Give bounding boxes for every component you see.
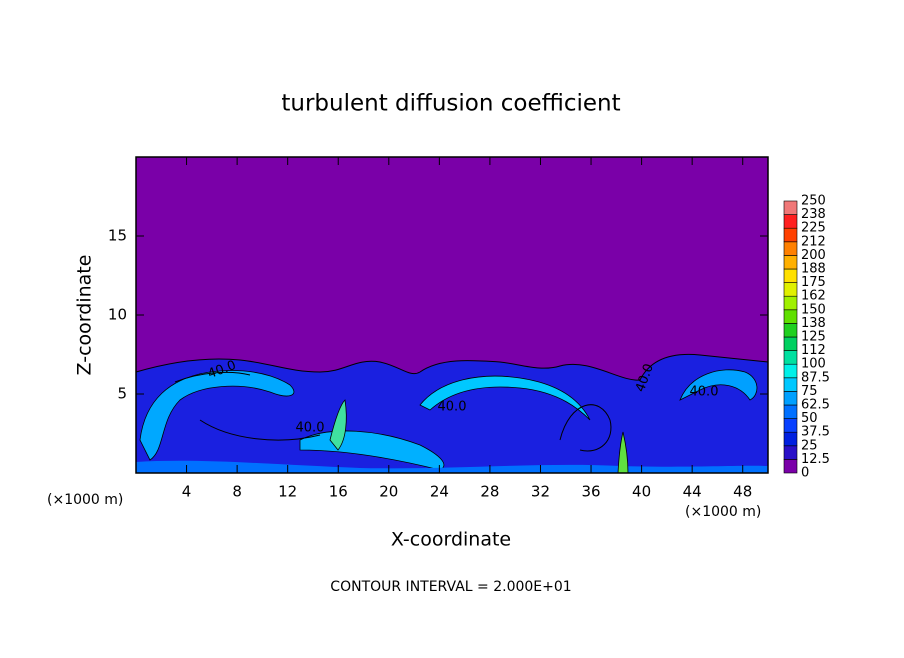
colorbar-label: 150 bbox=[801, 302, 826, 317]
colorbar-label: 200 bbox=[801, 248, 826, 263]
field-region bbox=[136, 460, 768, 473]
y-tick-label: 15 bbox=[108, 227, 127, 245]
colorbar-label: 100 bbox=[801, 357, 826, 372]
field-region bbox=[617, 431, 629, 474]
footer-note: CONTOUR INTERVAL = 2.000E+01 bbox=[330, 579, 571, 595]
colorbar-box bbox=[783, 404, 798, 419]
x-tick-label: 48 bbox=[733, 483, 752, 501]
x-unit-label: (×1000 m) bbox=[47, 492, 123, 508]
colorbar-box bbox=[783, 282, 798, 297]
colorbar-box bbox=[783, 268, 798, 283]
colorbar-box bbox=[783, 350, 798, 365]
colorbar-box bbox=[783, 377, 798, 392]
colorbar-box bbox=[783, 418, 798, 433]
contour-line bbox=[174, 371, 251, 383]
x-tick-label: 8 bbox=[232, 483, 242, 501]
colorbar-label: 62.5 bbox=[801, 398, 830, 413]
x-tick-label: 16 bbox=[329, 483, 348, 501]
colorbar-box bbox=[783, 295, 798, 311]
colorbar-box bbox=[783, 241, 798, 256]
colorbar-label: 212 bbox=[801, 234, 826, 249]
x-tick-label: 32 bbox=[531, 483, 550, 501]
contour-label: 40.0 bbox=[296, 421, 325, 436]
colorbar-box bbox=[783, 309, 798, 324]
colorbar-label: 75 bbox=[801, 384, 818, 399]
colorbar-label: 50 bbox=[801, 411, 818, 426]
field bbox=[135, 353, 769, 474]
contour-line bbox=[199, 419, 321, 441]
colorbar-label: 238 bbox=[801, 207, 826, 222]
colorbar-box bbox=[783, 227, 798, 243]
colorbar-label: 125 bbox=[801, 330, 826, 345]
x-tick-label: 12 bbox=[278, 483, 297, 501]
x-tick-label: 28 bbox=[480, 483, 499, 501]
colorbar-box bbox=[783, 363, 798, 379]
colorbar-label: 162 bbox=[801, 289, 826, 304]
contour-label: 40.0 bbox=[438, 400, 467, 415]
chart-title: turbulent diffusion coefficient bbox=[281, 91, 620, 117]
x-axis-label: X-coordinate bbox=[391, 529, 511, 551]
y-tick-label: 10 bbox=[108, 306, 127, 324]
colorbar-box bbox=[783, 431, 798, 447]
x-tick-label: 20 bbox=[379, 483, 398, 501]
colorbar-box bbox=[783, 214, 798, 229]
colorbar-label: 0 bbox=[801, 466, 809, 481]
colorbar-label: 250 bbox=[801, 194, 826, 209]
colorbar-label: 25 bbox=[801, 438, 818, 453]
y-axis-label: Z-coordinate bbox=[74, 255, 96, 376]
colorbar-label: 138 bbox=[801, 316, 826, 331]
field-region bbox=[679, 369, 758, 401]
colorbar-box bbox=[783, 255, 798, 270]
colorbar-label: 12.5 bbox=[801, 452, 830, 467]
y-tick-label: 5 bbox=[117, 385, 127, 403]
x-tick-label: 36 bbox=[581, 483, 600, 501]
colorbar-label: 112 bbox=[801, 343, 826, 358]
x-tick-label: 44 bbox=[683, 483, 702, 501]
colorbar-label: 225 bbox=[801, 221, 826, 236]
colorbar-label: 188 bbox=[801, 262, 826, 277]
colorbar-label: 87.5 bbox=[801, 370, 830, 385]
colorbar-label: 37.5 bbox=[801, 425, 830, 440]
field-region bbox=[419, 375, 591, 421]
colorbar-box bbox=[783, 200, 798, 215]
colorbar-box bbox=[783, 445, 798, 460]
x-unit-label: (×1000 m) bbox=[685, 504, 761, 520]
colorbar-label: 175 bbox=[801, 275, 826, 290]
field-region bbox=[329, 399, 347, 451]
colorbar-box bbox=[783, 323, 798, 338]
x-tick-label: 24 bbox=[430, 483, 449, 501]
field-region bbox=[135, 353, 769, 474]
contour-label: 40.0 bbox=[690, 385, 719, 400]
contour-line bbox=[559, 404, 612, 452]
colorbar-box bbox=[783, 336, 798, 351]
colorbar-box bbox=[783, 391, 798, 406]
colorbar-box bbox=[783, 459, 798, 474]
x-tick-label: 40 bbox=[632, 483, 651, 501]
x-tick-label: 4 bbox=[182, 483, 192, 501]
